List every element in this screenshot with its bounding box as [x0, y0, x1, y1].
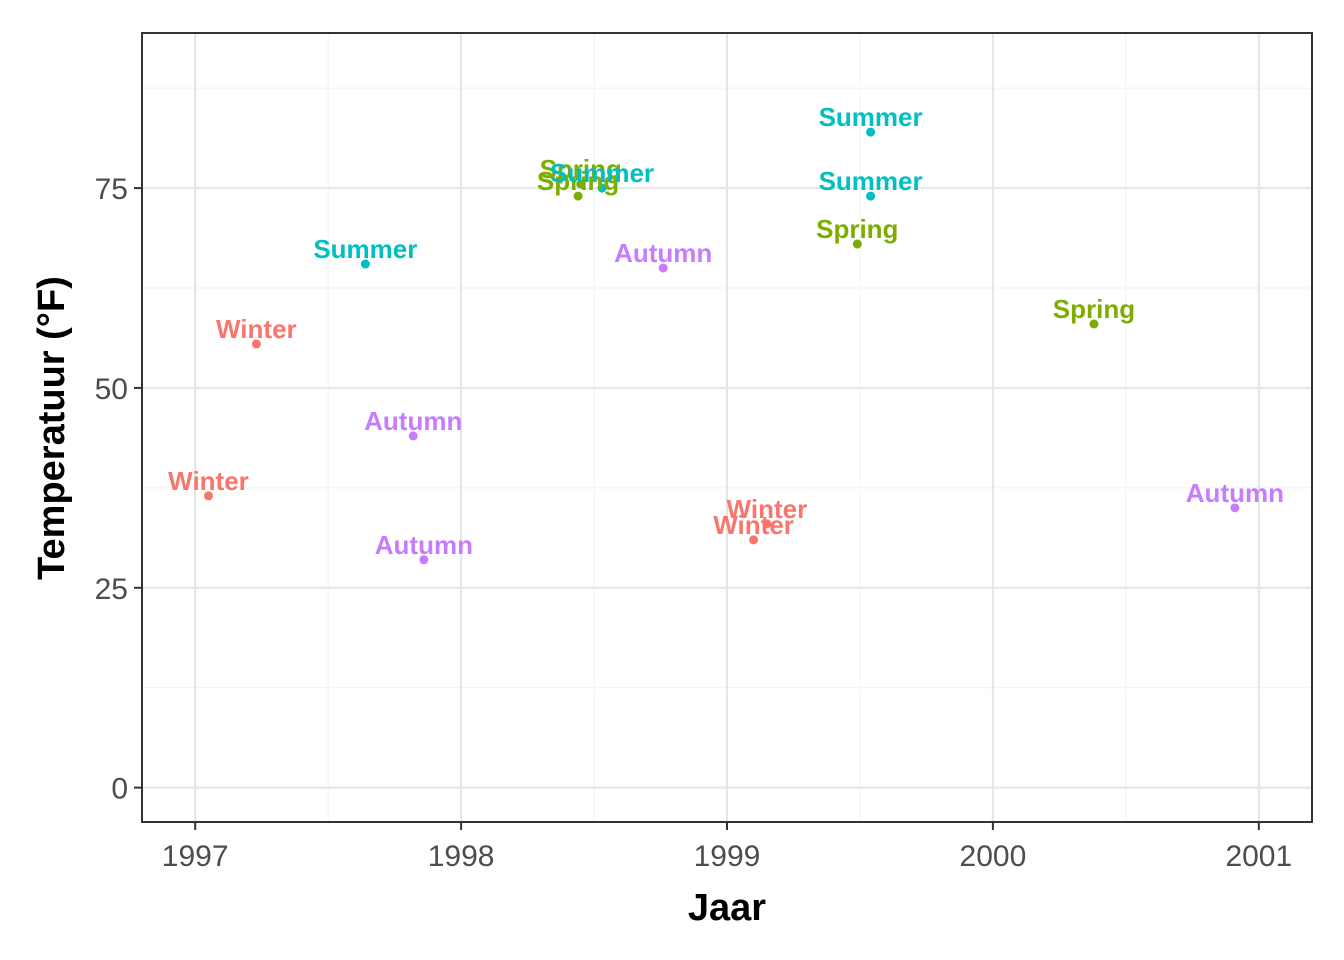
- y-axis-title: Temperatuur (°F): [31, 276, 73, 580]
- data-point: [1230, 503, 1240, 513]
- data-label: Summer: [313, 234, 417, 264]
- data-label: Autumn: [364, 406, 462, 436]
- data-point: [597, 183, 607, 193]
- data-label: Winter: [168, 466, 249, 496]
- data-label: Winter: [216, 314, 297, 344]
- axis-tick-labels: 1997 1998 1999 2000 2001 0 25 50 75: [95, 173, 1293, 873]
- data-point: [749, 535, 759, 545]
- data-point: [762, 519, 772, 529]
- data-label: Winter: [727, 494, 808, 524]
- y-tick-label: 75: [95, 173, 128, 206]
- data-point: [408, 431, 418, 441]
- data-label: Spring: [540, 154, 622, 184]
- x-tick-label: 2001: [1225, 840, 1292, 873]
- data-point: [658, 263, 668, 273]
- data-label: Autumn: [375, 530, 473, 560]
- y-tick-label: 50: [95, 373, 128, 406]
- data-point: [1089, 319, 1099, 329]
- axis-ticks: [134, 187, 1260, 830]
- data-label: Autumn: [614, 238, 712, 268]
- data-label: Winter: [713, 510, 794, 540]
- data-point: [866, 127, 876, 137]
- data-label: Summer: [819, 102, 923, 132]
- data-point: [419, 555, 429, 565]
- y-tick-label: 0: [111, 773, 128, 806]
- data-point: [852, 239, 862, 249]
- data-point: [573, 191, 583, 201]
- data-point: [360, 259, 370, 269]
- data-label: Autumn: [1186, 478, 1284, 508]
- x-tick-label: 1998: [428, 840, 495, 873]
- data-points: [203, 127, 1240, 565]
- x-tick-label: 1999: [694, 840, 761, 873]
- x-axis-title: Jaar: [688, 887, 766, 929]
- data-label: Spring: [816, 214, 898, 244]
- data-point: [866, 191, 876, 201]
- x-tick-label: 2000: [960, 840, 1027, 873]
- data-label: Spring: [537, 166, 619, 196]
- data-point: [251, 339, 261, 349]
- data-label: Summer: [550, 158, 654, 188]
- data-point: [203, 491, 213, 501]
- data-labels: WinterWinterSummerAutumnAutumnSpringSpri…: [168, 102, 1284, 560]
- data-label: Summer: [819, 166, 923, 196]
- grid-lines: [142, 33, 1312, 822]
- x-tick-label: 1997: [162, 840, 229, 873]
- data-point: [576, 179, 586, 189]
- data-label: Spring: [1053, 294, 1135, 324]
- y-tick-label: 25: [95, 573, 128, 606]
